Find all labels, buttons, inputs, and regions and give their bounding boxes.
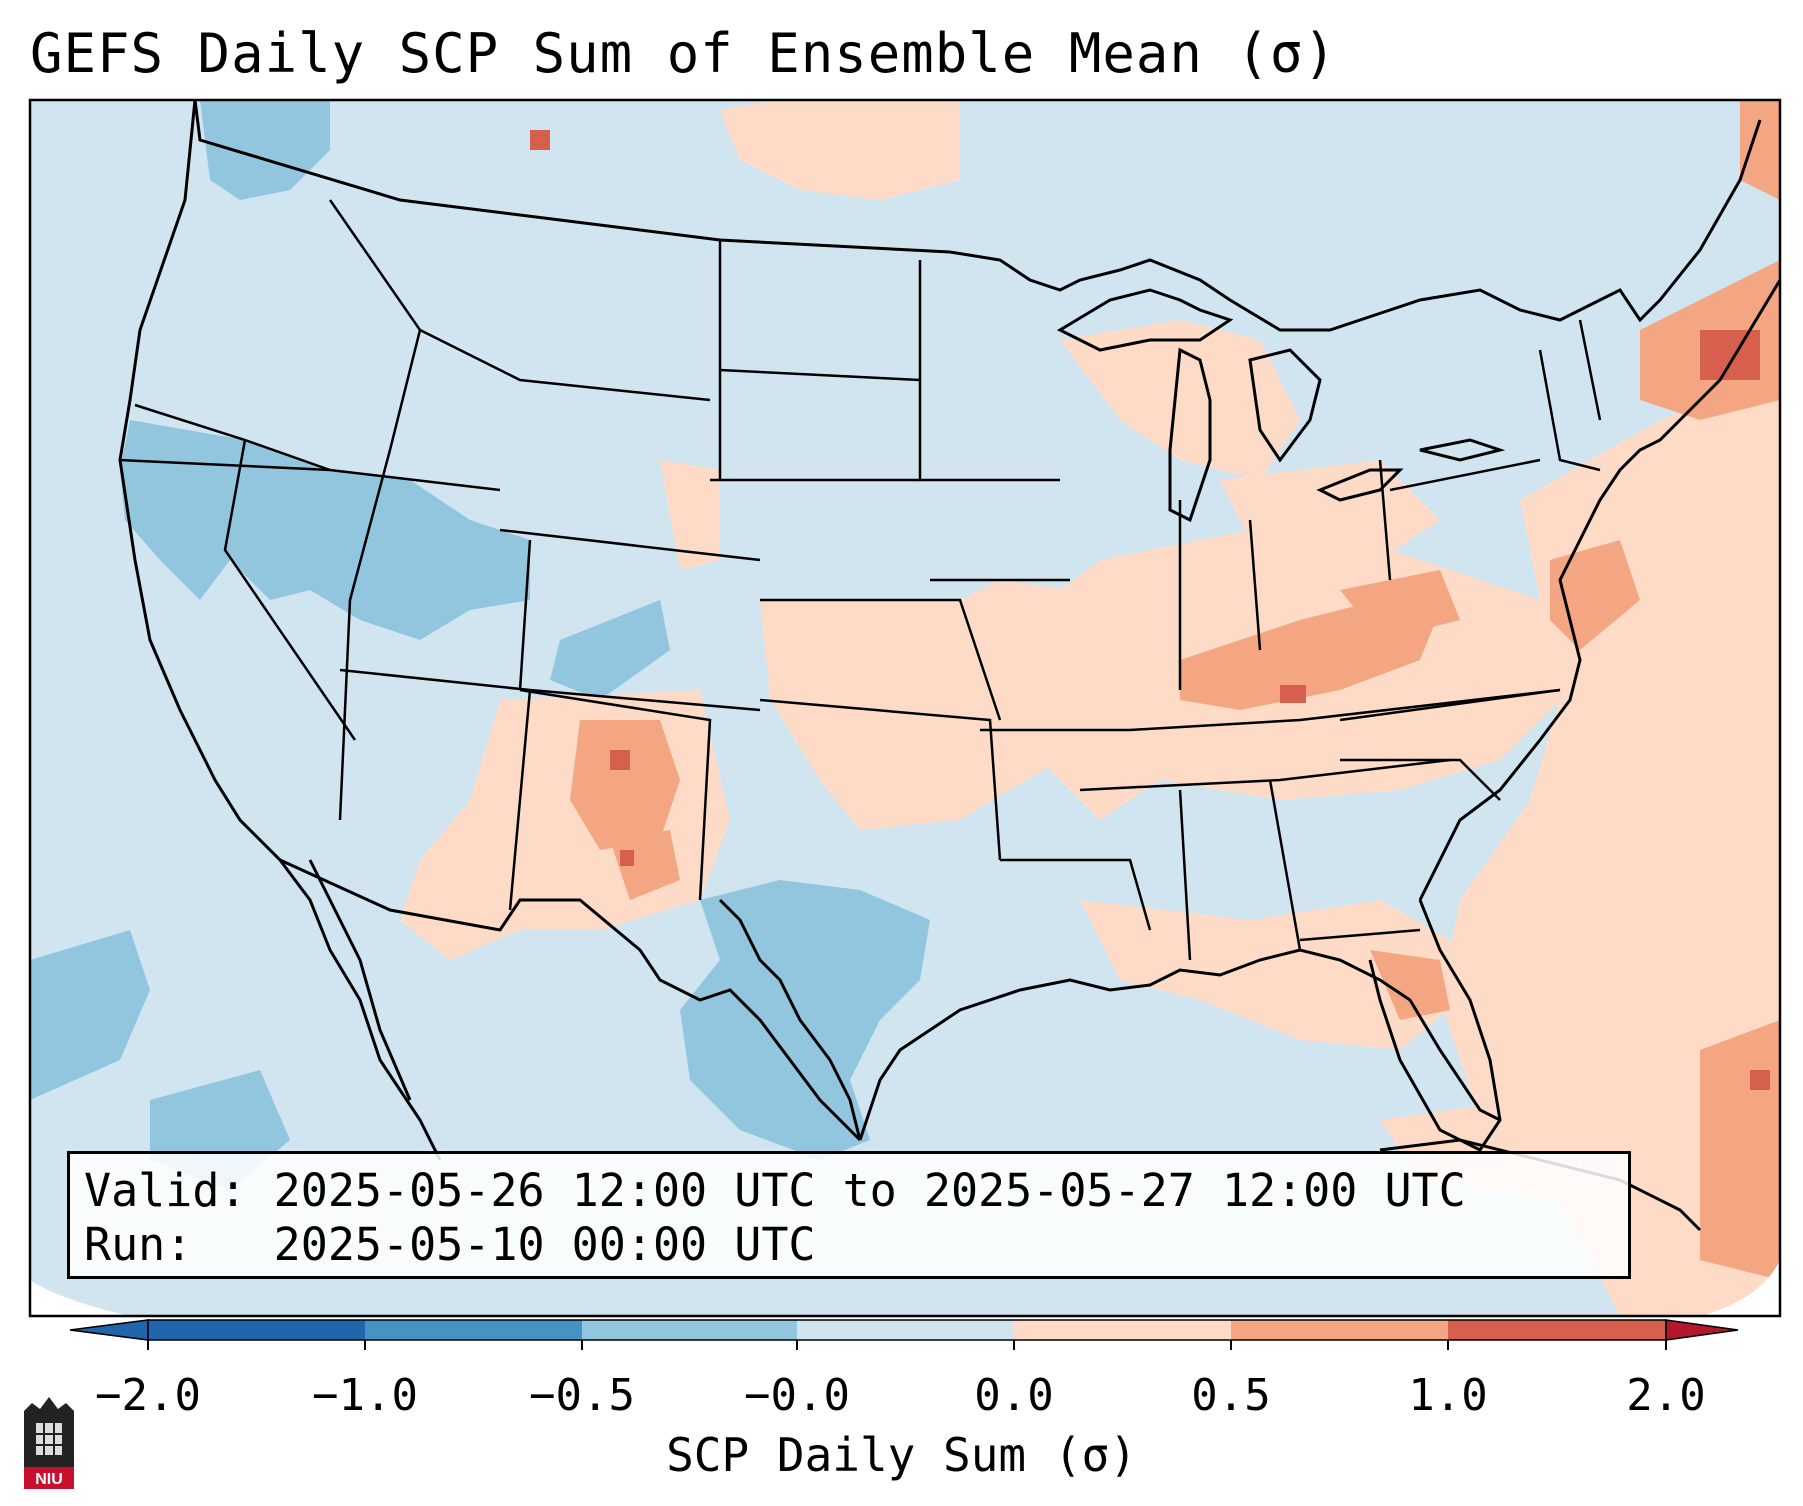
anomaly-southeast (1080, 900, 1460, 1050)
colorbar-bin-6 (1448, 1320, 1666, 1340)
anomaly-new-mexico (570, 720, 680, 850)
colorbar-bin-3 (797, 1320, 1014, 1340)
anomaly-mid-atlantic (1550, 540, 1640, 650)
lake-superior (1056, 288, 1234, 352)
baja-coast (308, 859, 412, 1101)
mexico-gulf-coast (718, 898, 862, 1141)
anomaly-appalachia (1340, 570, 1460, 640)
valid-row: Valid: 2025-05-26 12:00 UTC to 2025-05-2… (84, 1164, 1614, 1218)
colorbar-frame (147, 1319, 1667, 1341)
anomaly-upper-midwest (1060, 320, 1300, 480)
anomaly-nm-core (610, 750, 630, 770)
valid-prefix: Valid: (84, 1164, 247, 1217)
border-va-nc (1339, 688, 1561, 722)
colorbar-tick-label: −1.0 (312, 1370, 418, 1421)
colorbar-bin-5 (1231, 1320, 1448, 1340)
anomaly-kentucky-core (1280, 685, 1306, 703)
page-title: GEFS Daily SCP Sum of Ensemble Mean (σ) (30, 22, 1337, 85)
strong-anomaly-patches (530, 130, 1770, 1090)
anomaly-colorado-plains (550, 600, 670, 700)
lake-huron (1248, 348, 1322, 463)
border-ny-pa (1389, 458, 1541, 492)
border-nm-tx (519, 688, 712, 901)
colorbar-tick-label: 1.0 (1408, 1370, 1488, 1421)
negative-anomaly-patches (30, 100, 930, 1190)
state-borders (119, 199, 1602, 961)
border-ky-tn (1129, 688, 1561, 732)
border-mt-wy (419, 328, 711, 402)
map-field (30, 100, 1780, 1316)
lake-michigan (1168, 347, 1212, 523)
anomaly-atlantic-core (1750, 1070, 1770, 1090)
colorbar-bin-0 (148, 1320, 365, 1340)
border-ms-al (1178, 789, 1192, 961)
florida-coast (1368, 899, 1502, 1152)
border-ga-fl (1299, 928, 1421, 942)
border-or-ca-nv (119, 458, 501, 492)
colorbar-tick-marks (147, 1340, 1667, 1350)
colorbar-label: SCP Daily Sum (σ) (666, 1428, 1137, 1482)
colorbar-tick-label: −2.0 (95, 1370, 201, 1421)
anomaly-north-atlantic-east (1740, 100, 1780, 200)
valid-range: 2025-05-26 12:00 UTC to 2025-05-27 12:00… (273, 1164, 1466, 1217)
colorbar-bin-1 (365, 1320, 582, 1340)
us-mexico-border (279, 858, 862, 1142)
run-prefix: Run: (84, 1218, 193, 1271)
atlantic-coast (1418, 279, 1780, 901)
colorbar-tick-label: −0.5 (529, 1370, 635, 1421)
colorbar-bin-4 (1014, 1320, 1231, 1340)
map-frame (28, 98, 1782, 1318)
border-ne-ks (760, 598, 1002, 721)
niu-logo-icon: NIU (24, 1397, 74, 1489)
anomaly-canada-prairie (720, 100, 960, 200)
anomaly-florida (1370, 950, 1450, 1020)
colorbar-extend-right (1665, 1319, 1739, 1341)
colorbar-tick-label: 0.0 (974, 1370, 1054, 1421)
border-wy-co (499, 528, 761, 562)
anomaly-western-atlantic (1440, 380, 1780, 1316)
anomaly-new-mexico-south (610, 830, 680, 900)
us-canada-border (193, 100, 1762, 332)
lake-ontario (1419, 438, 1506, 462)
anomaly-pacific-nw (200, 100, 330, 200)
border-ca-nv (223, 439, 357, 741)
gulf-coast (858, 948, 1501, 1141)
border-al-ga (1268, 779, 1302, 951)
niu-logo-text: NIU (35, 1471, 63, 1488)
boundaries (118, 100, 1780, 1232)
anomaly-west-texas (680, 880, 930, 1160)
border-oh-pa (1378, 459, 1392, 581)
border-nv-ut (338, 449, 392, 821)
colorbar (69, 1319, 1739, 1350)
border-sc-nc (1340, 758, 1501, 801)
border-la-ms (1000, 858, 1152, 931)
anomaly-nm-south-core (620, 850, 634, 866)
border-tn-ms-al (1079, 758, 1451, 792)
colorbar-tick-label: 2.0 (1626, 1370, 1706, 1421)
border-in-oh (1248, 519, 1262, 651)
border-ok-ks (759, 698, 1002, 861)
border-ne-states (1538, 319, 1602, 472)
anomaly-pacific-ocean (30, 930, 150, 1100)
lake-erie (1316, 468, 1404, 502)
border-nd-sd (719, 368, 921, 382)
colorbar-tick-label: −0.0 (744, 1370, 850, 1421)
anomaly-new-england-core (1700, 330, 1760, 380)
anomaly-great-basin (120, 420, 530, 640)
pacific-coast (118, 100, 442, 1161)
validity-info-box: Valid: 2025-05-26 12:00 UTC to 2025-05-2… (67, 1151, 1631, 1279)
run-time: 2025-05-10 00:00 UTC (273, 1218, 816, 1271)
border-ut-co (518, 539, 532, 691)
colorbar-bin-2 (582, 1320, 797, 1340)
anomaly-north-plains (660, 460, 720, 570)
anomaly-atlantic-southeast (1700, 1020, 1780, 1280)
colorbar-tick-label: 0.5 (1191, 1370, 1271, 1421)
run-row: Run: 2025-05-10 00:00 UTC (84, 1218, 1614, 1272)
colorbar-extend-left (69, 1319, 149, 1341)
border-az-nm (508, 689, 532, 911)
anomaly-montana-core (530, 130, 550, 150)
border-mn (918, 260, 1060, 482)
